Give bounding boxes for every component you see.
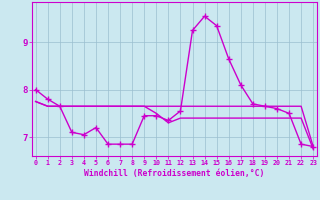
X-axis label: Windchill (Refroidissement éolien,°C): Windchill (Refroidissement éolien,°C)	[84, 169, 265, 178]
